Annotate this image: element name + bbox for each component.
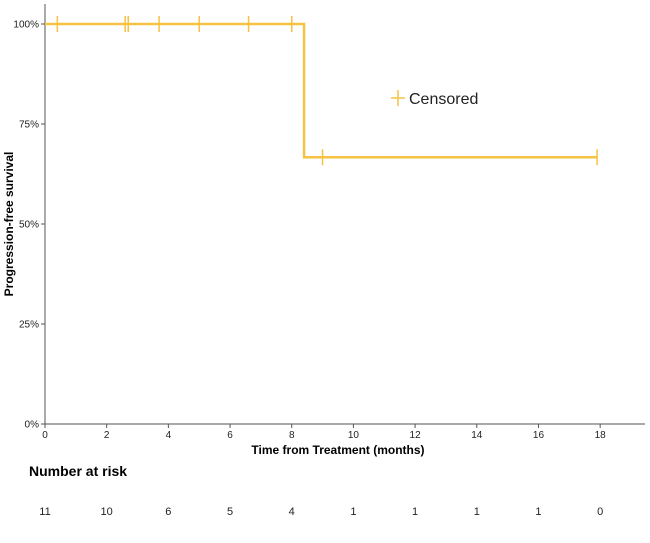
risk-count: 11 <box>39 506 50 518</box>
chart-marks <box>45 16 598 166</box>
y-tick-label: 100% <box>13 20 39 31</box>
y-tick-label: 0% <box>25 420 40 431</box>
legend-label: Censored <box>409 91 478 108</box>
risk-table: 11 10 6 5 4 1 1 1 1 0 <box>39 506 603 518</box>
x-tick-label: 10 <box>348 430 360 441</box>
x-tick-label: 16 <box>533 430 545 441</box>
risk-count: 10 <box>101 506 113 518</box>
y-tick-label: 75% <box>19 120 39 131</box>
risk-count: 1 <box>350 506 356 518</box>
x-tick-label: 12 <box>410 430 422 441</box>
x-tick-label: 0 <box>42 430 48 441</box>
x-tick-label: 14 <box>471 430 483 441</box>
risk-count: 5 <box>227 506 233 518</box>
x-tick-label: 4 <box>166 430 172 441</box>
y-tick-label: 50% <box>19 220 39 231</box>
risk-table-title: Number at risk <box>29 463 128 479</box>
axes: 0% 25% 50% 75% 100% 0 2 4 6 8 10 12 14 16 18 <box>13 4 645 441</box>
risk-count: 6 <box>165 506 171 518</box>
risk-count: 0 <box>597 506 603 518</box>
x-axis-title: Time from Treatment (months) <box>251 443 424 457</box>
x-tick-label: 6 <box>227 430 233 441</box>
x-tick-label: 8 <box>289 430 295 441</box>
x-tick-label: 2 <box>104 430 110 441</box>
risk-count: 1 <box>474 506 480 518</box>
x-tick-label: 18 <box>595 430 607 441</box>
survival-curve <box>45 22 598 159</box>
risk-count: 4 <box>289 506 295 518</box>
y-tick-label: 25% <box>19 320 39 331</box>
legend: Censored <box>391 90 478 108</box>
risk-count: 1 <box>412 506 418 518</box>
risk-count: 1 <box>535 506 541 518</box>
y-axis-title: Progression-free survival <box>2 152 16 297</box>
